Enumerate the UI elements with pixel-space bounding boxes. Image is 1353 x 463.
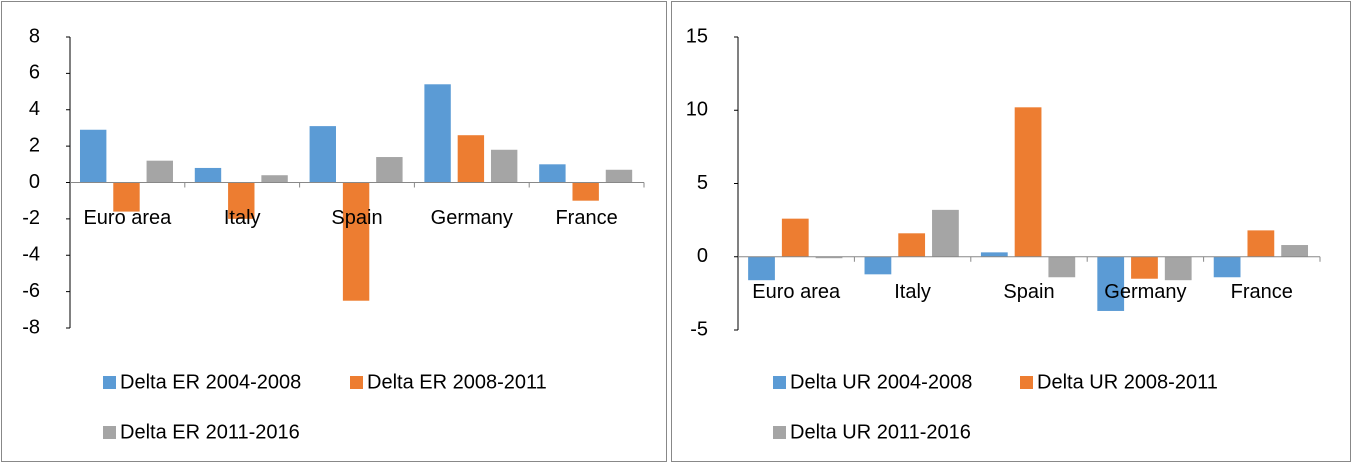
bar xyxy=(815,256,843,259)
legend-swatch xyxy=(103,426,116,439)
x-tick-label: France xyxy=(555,207,617,229)
bar xyxy=(539,164,566,183)
legend-label: Delta UR 2011-2016 xyxy=(790,421,971,443)
bar xyxy=(898,233,926,257)
bar xyxy=(781,218,809,257)
bar xyxy=(376,157,403,183)
bar xyxy=(864,256,892,275)
bar xyxy=(1014,107,1042,257)
y-tick-label: 4 xyxy=(29,98,40,120)
x-tick-label: Italy xyxy=(894,281,931,303)
bar xyxy=(932,209,959,257)
legend-swatch xyxy=(773,376,786,389)
y-tick-label: -4 xyxy=(22,244,40,266)
y-tick-label: -2 xyxy=(22,207,40,229)
bar xyxy=(113,182,140,212)
bar xyxy=(1247,230,1275,257)
bar xyxy=(424,84,451,183)
y-tick-label: -8 xyxy=(22,316,40,338)
y-tick-label: -6 xyxy=(22,280,40,302)
y-tick-label: 6 xyxy=(29,62,40,84)
bar xyxy=(194,167,222,183)
bar xyxy=(342,182,370,301)
x-tick-label: Italy xyxy=(224,207,261,229)
bar xyxy=(261,175,288,183)
bar xyxy=(309,126,336,183)
bar xyxy=(1097,256,1125,311)
x-tick-label: Euro area xyxy=(752,281,841,303)
y-tick-label: 2 xyxy=(29,134,40,156)
bar xyxy=(1048,256,1076,278)
legend-label: Delta ER 2011-2016 xyxy=(120,421,300,443)
y-tick-label: 0 xyxy=(697,245,708,267)
bar xyxy=(572,182,599,201)
x-tick-label: Spain xyxy=(1003,281,1054,303)
legend-label: Delta UR 2004-2008 xyxy=(790,371,972,393)
y-tick-label: 8 xyxy=(29,25,40,47)
legend-swatch xyxy=(773,426,786,439)
panel-border xyxy=(671,1,1351,462)
panel-border xyxy=(1,1,667,462)
bar xyxy=(1281,245,1309,257)
bar xyxy=(457,135,485,183)
bar xyxy=(146,160,173,183)
bar xyxy=(748,256,775,281)
bar xyxy=(228,182,255,219)
y-tick-label: 0 xyxy=(29,171,40,193)
legend-label: Delta ER 2004-2008 xyxy=(120,371,301,393)
x-tick-label: Euro area xyxy=(83,207,172,229)
legend-swatch xyxy=(103,376,116,389)
legend-swatch xyxy=(350,376,363,389)
bar xyxy=(490,149,518,183)
bar xyxy=(605,169,633,183)
bar xyxy=(1213,256,1241,278)
bar xyxy=(79,129,107,183)
bar xyxy=(980,252,1008,257)
x-tick-label: France xyxy=(1231,281,1293,303)
y-tick-label: 5 xyxy=(697,172,708,194)
y-tick-label: 10 xyxy=(686,99,708,121)
legend-label: Delta ER 2008-2011 xyxy=(367,371,547,393)
y-tick-label: -5 xyxy=(690,318,708,340)
x-tick-label: Germany xyxy=(1104,281,1186,303)
y-tick-label: 15 xyxy=(686,25,708,47)
bar xyxy=(1164,256,1192,281)
bar xyxy=(1131,256,1158,279)
legend-label: Delta UR 2008-2011 xyxy=(1037,371,1218,393)
x-tick-label: Spain xyxy=(331,207,382,229)
x-tick-label: Germany xyxy=(431,207,513,229)
legend-swatch xyxy=(1020,376,1033,389)
